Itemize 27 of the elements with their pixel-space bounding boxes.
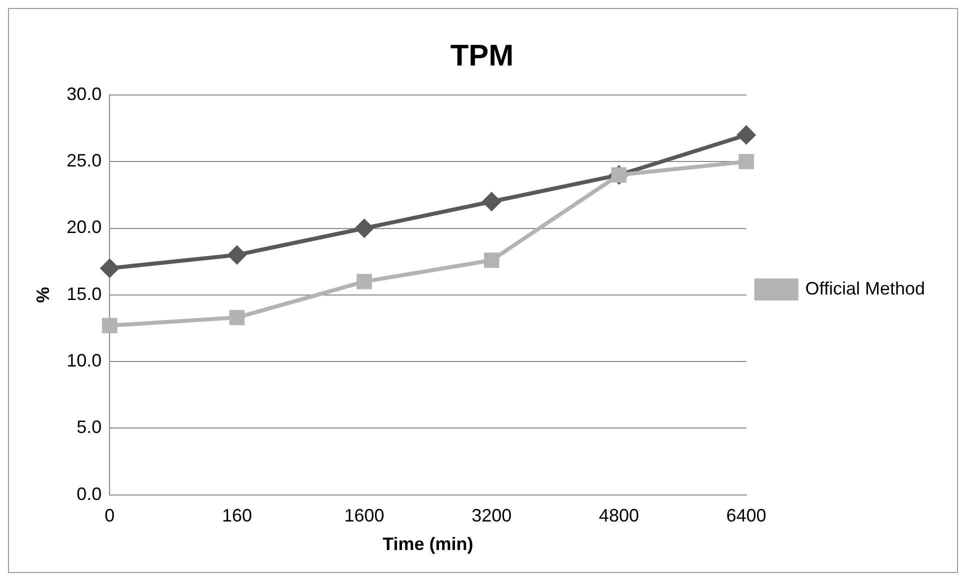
x-tick-label: 0 (104, 506, 115, 526)
point (229, 310, 245, 326)
point (482, 192, 501, 211)
point (100, 259, 119, 278)
point (484, 252, 500, 268)
y-tick-label: 5.0 (76, 417, 102, 438)
x-tick-label: 160 (222, 506, 252, 526)
y-tick-label: 0.0 (76, 484, 102, 504)
chart-title: TPM (450, 39, 514, 72)
point (738, 154, 754, 170)
point (356, 274, 372, 290)
point (228, 246, 246, 264)
x-tick-label: 3200 (472, 506, 512, 526)
y-axis-title: % (32, 286, 53, 303)
y-tick-label: 30.0 (66, 84, 102, 104)
y-tick-label: 20.0 (66, 217, 102, 238)
point (355, 219, 374, 238)
y-tick-label: 25.0 (66, 150, 102, 171)
x-tick-label: 6400 (726, 506, 766, 526)
x-axis-title: Time (min) (382, 534, 474, 554)
x-tick-label: 4800 (598, 506, 639, 526)
x-tick-label: 1600 (344, 506, 384, 526)
y-tick-label: 15.0 (66, 284, 102, 304)
legend-label: Official Method (805, 278, 926, 298)
y-tick-label: 10.0 (66, 350, 102, 370)
point (737, 126, 756, 144)
point (102, 318, 118, 334)
